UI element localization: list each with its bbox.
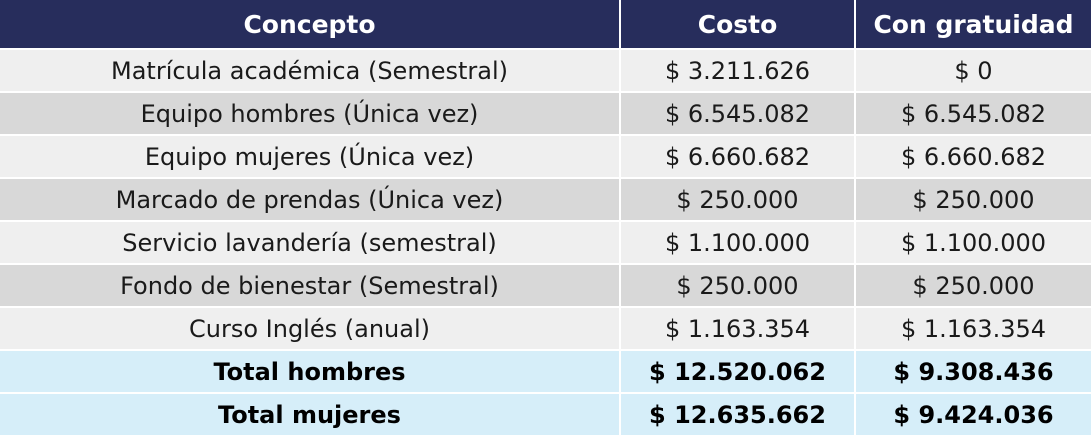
cell-concepto: Marcado de prendas (Única vez) [0, 177, 621, 221]
table-row: Curso Inglés (anual) $ 1.163.354 $ 1.163… [0, 306, 1091, 350]
cell-costo: $ 6.545.082 [620, 91, 856, 135]
total-costo: $ 12.520.062 [620, 349, 856, 393]
cell-costo: $ 250.000 [620, 263, 856, 307]
total-concepto: Total hombres [0, 349, 621, 393]
cell-gratuidad: $ 250.000 [855, 263, 1091, 307]
header-costo: Costo [620, 0, 856, 49]
total-row-mujeres: Total mujeres $ 12.635.662 $ 9.424.036 [0, 392, 1091, 435]
cell-gratuidad: $ 250.000 [855, 177, 1091, 221]
cell-gratuidad: $ 6.545.082 [855, 91, 1091, 135]
header-con-gratuidad: Con gratuidad [855, 0, 1091, 49]
header-concepto: Concepto [0, 0, 621, 49]
cell-gratuidad: $ 0 [855, 48, 1091, 92]
cell-concepto: Servicio lavandería (semestral) [0, 220, 621, 264]
table-row: Matrícula académica (Semestral) $ 3.211.… [0, 48, 1091, 92]
table-row: Equipo hombres (Única vez) $ 6.545.082 $… [0, 91, 1091, 135]
table-row: Servicio lavandería (semestral) $ 1.100.… [0, 220, 1091, 264]
table-row: Equipo mujeres (Única vez) $ 6.660.682 $… [0, 134, 1091, 178]
cell-costo: $ 1.100.000 [620, 220, 856, 264]
table-header: Concepto Costo Con gratuidad [0, 0, 1091, 49]
cell-concepto: Curso Inglés (anual) [0, 306, 621, 350]
cell-costo: $ 1.163.354 [620, 306, 856, 350]
cell-gratuidad: $ 1.100.000 [855, 220, 1091, 264]
header-row: Concepto Costo Con gratuidad [0, 0, 1091, 49]
table-row: Marcado de prendas (Única vez) $ 250.000… [0, 177, 1091, 221]
table-row: Fondo de bienestar (Semestral) $ 250.000… [0, 263, 1091, 307]
cell-concepto: Equipo hombres (Única vez) [0, 91, 621, 135]
cell-costo: $ 250.000 [620, 177, 856, 221]
total-costo: $ 12.635.662 [620, 392, 856, 435]
total-concepto: Total mujeres [0, 392, 621, 435]
table-body: Matrícula académica (Semestral) $ 3.211.… [0, 48, 1091, 435]
total-row-hombres: Total hombres $ 12.520.062 $ 9.308.436 [0, 349, 1091, 393]
cell-concepto: Matrícula académica (Semestral) [0, 48, 621, 92]
total-gratuidad: $ 9.308.436 [855, 349, 1091, 393]
cell-gratuidad: $ 1.163.354 [855, 306, 1091, 350]
cell-costo: $ 6.660.682 [620, 134, 856, 178]
cell-costo: $ 3.211.626 [620, 48, 856, 92]
total-gratuidad: $ 9.424.036 [855, 392, 1091, 435]
cell-gratuidad: $ 6.660.682 [855, 134, 1091, 178]
cell-concepto: Fondo de bienestar (Semestral) [0, 263, 621, 307]
cell-concepto: Equipo mujeres (Única vez) [0, 134, 621, 178]
